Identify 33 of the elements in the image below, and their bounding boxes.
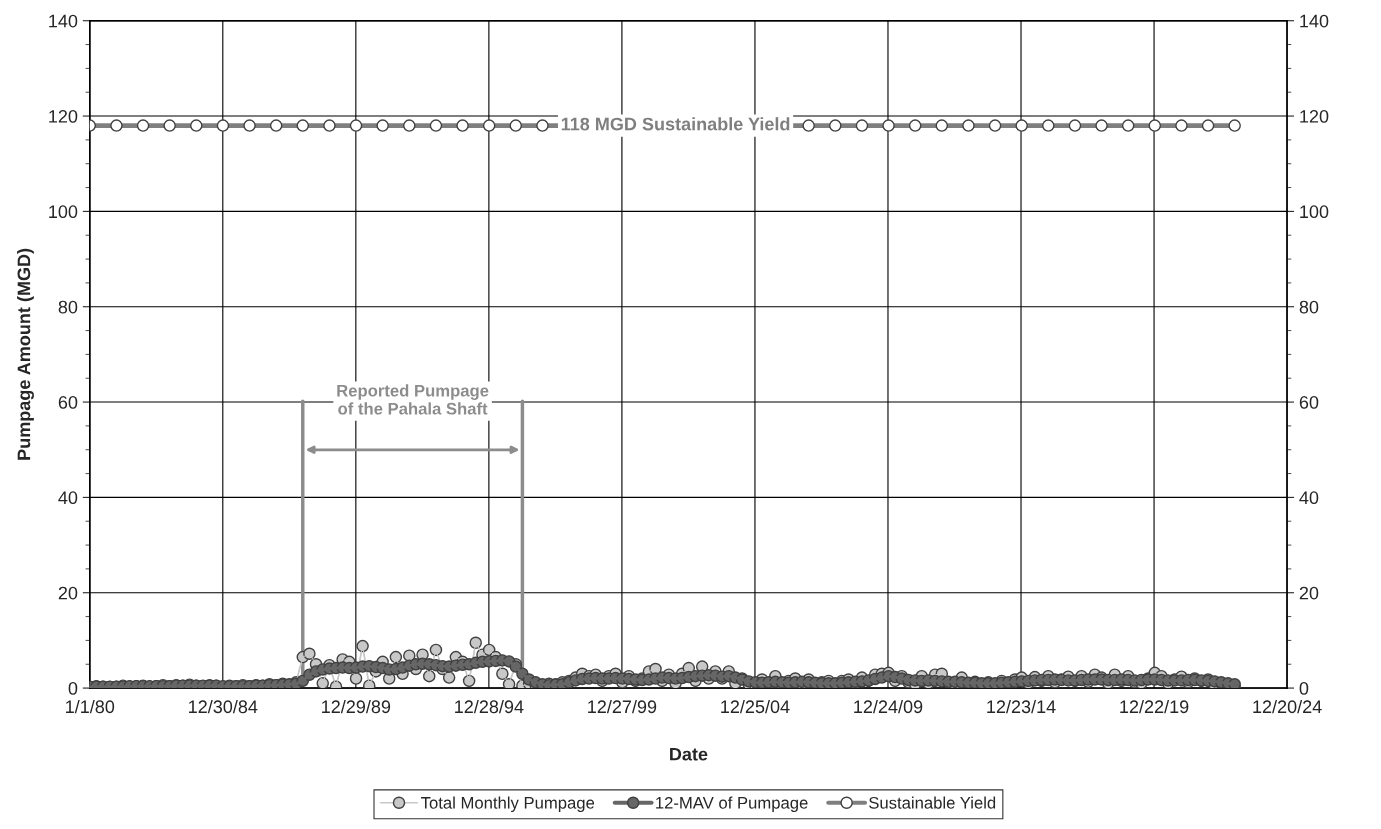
y2-tick-label: 140 xyxy=(1300,14,1329,28)
y-tick-label: 120 xyxy=(49,109,78,123)
legend-label: Sustainable Yield xyxy=(869,796,996,809)
y-tick-label: 60 xyxy=(58,396,78,409)
x-tick-label: 12/20/24 xyxy=(1253,699,1322,714)
y-tick-label: 80 xyxy=(58,300,78,314)
x-axis-title: Date xyxy=(670,747,708,761)
x-tick-label: 12/28/94 xyxy=(455,699,524,714)
y-tick-label: 0 xyxy=(68,682,78,695)
legend-label: Total Monthly Pumpage xyxy=(421,796,595,813)
annotation: Reported Pumpage of the Pahala Shaft xyxy=(337,384,489,415)
y-tick-label: 40 xyxy=(58,491,78,505)
x-tick-label: 12/24/09 xyxy=(854,699,923,714)
y-tick-label: 100 xyxy=(49,205,78,219)
y2-tick-label: 60 xyxy=(1299,396,1319,409)
x-tick-label: 12/29/89 xyxy=(322,699,391,714)
y-tick-label: 20 xyxy=(58,586,78,600)
x-tick-label: 12/23/14 xyxy=(987,699,1056,714)
annotation: 118 MGD Sustainable Yield xyxy=(561,117,790,131)
y-tick-label: 140 xyxy=(49,14,78,28)
legend-label: 12-MAV of Pumpage xyxy=(656,796,808,813)
x-tick-label: 12/27/99 xyxy=(588,699,657,714)
y2-tick-label: 100 xyxy=(1300,205,1329,219)
y2-tick-label: 20 xyxy=(1299,586,1319,600)
y2-tick-label: 120 xyxy=(1300,109,1329,123)
x-tick-label: 1/1/80 xyxy=(66,699,115,714)
x-tick-label: 12/22/19 xyxy=(1120,699,1189,714)
x-tick-label: 12/25/04 xyxy=(721,699,790,714)
y2-tick-label: 80 xyxy=(1299,300,1319,314)
y-axis-title: Pumpage Amount (MGD) xyxy=(17,248,34,460)
y2-tick-label: 0 xyxy=(1299,682,1309,695)
x-tick-label: 12/30/84 xyxy=(189,699,258,714)
y2-tick-label: 40 xyxy=(1299,491,1319,505)
